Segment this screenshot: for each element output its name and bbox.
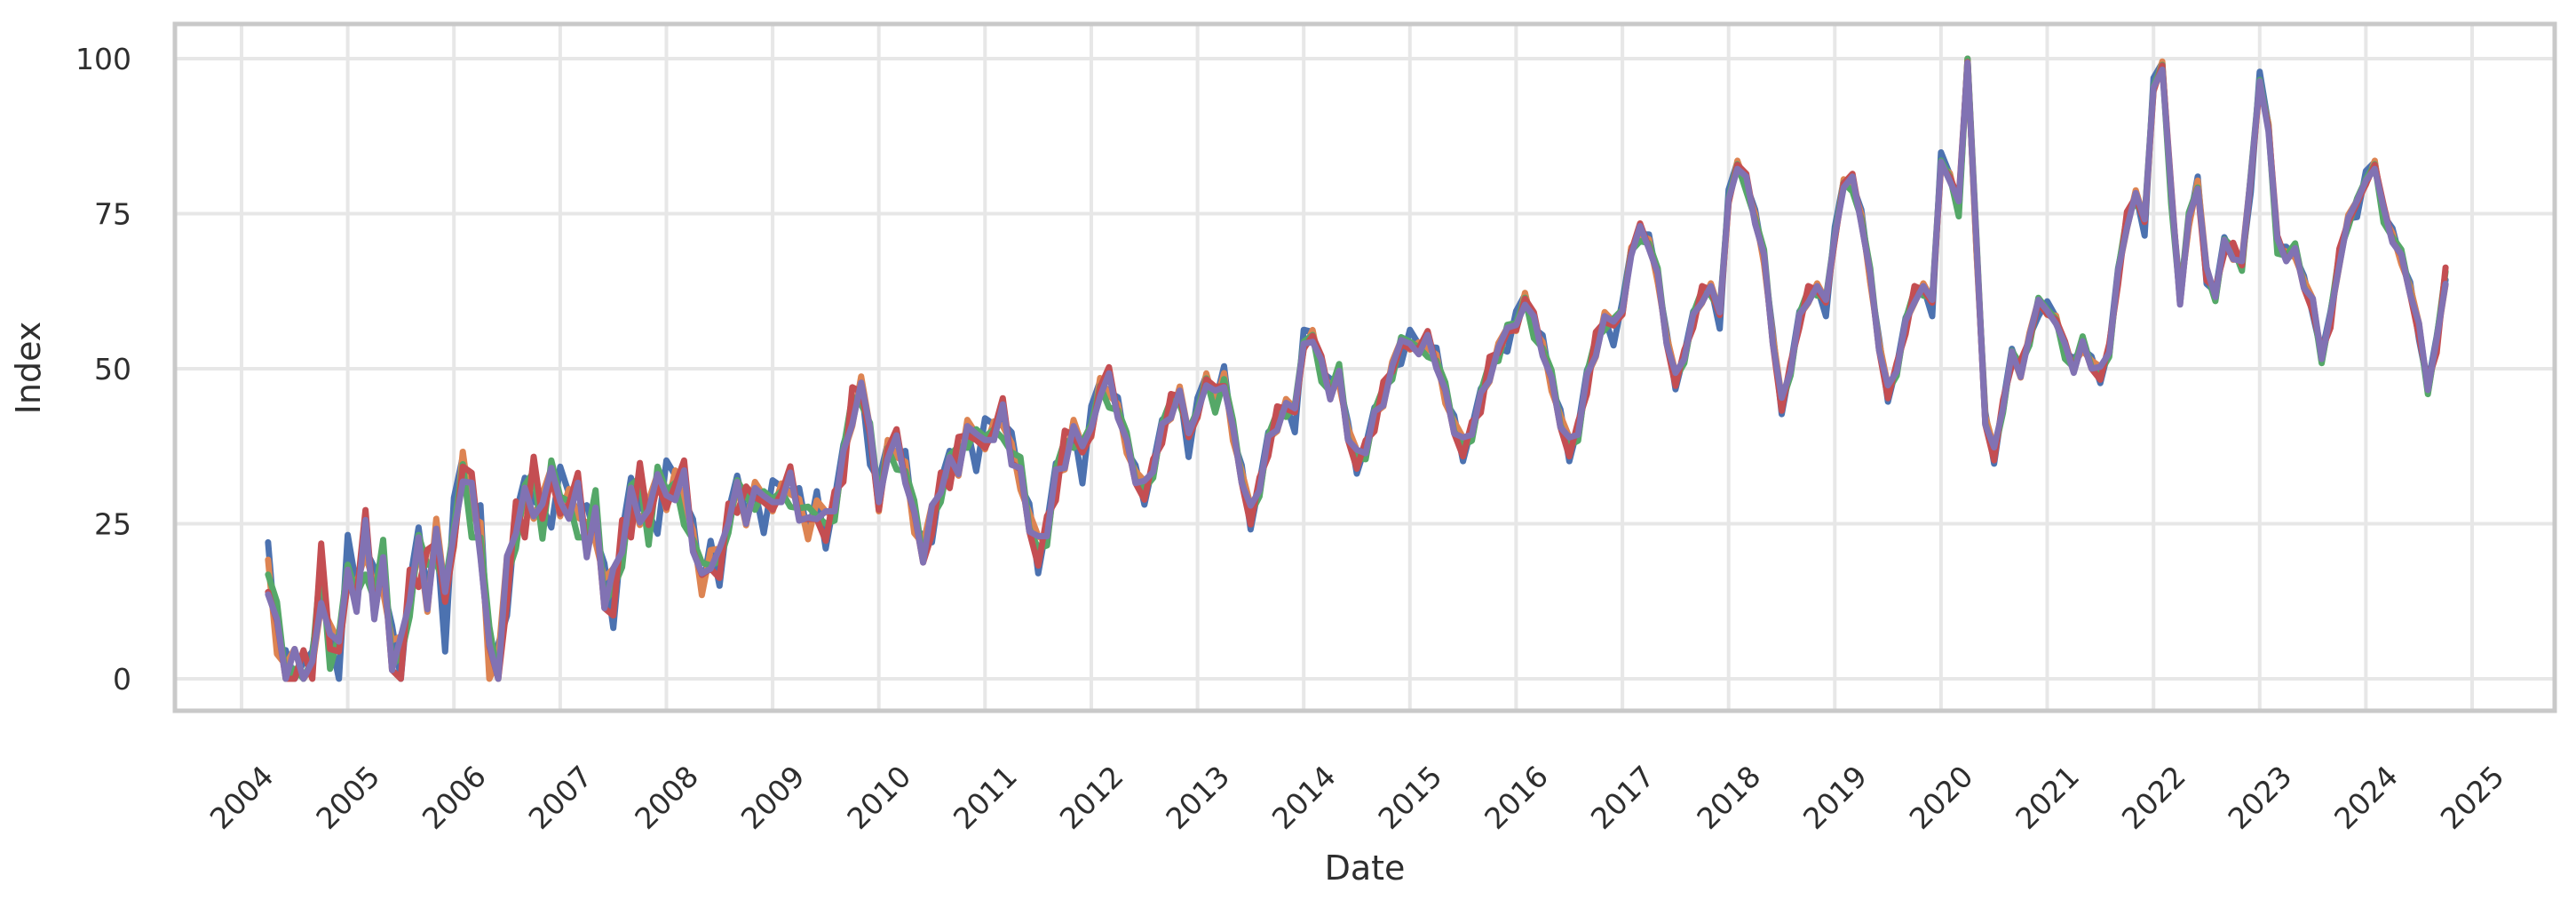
series-lines <box>265 55 2449 682</box>
y-tick-label-50: 50 <box>94 352 131 386</box>
x-axis-title: Date <box>1325 848 1406 888</box>
y-axis-title: Index <box>9 322 48 415</box>
plot-border <box>172 21 2557 713</box>
y-tick-label-0: 0 <box>113 662 131 697</box>
y-tick-label-75: 75 <box>94 197 131 232</box>
y-tick-label-25: 25 <box>94 507 131 542</box>
y-tick-label-100: 100 <box>75 42 131 76</box>
gridlines <box>175 24 2555 711</box>
series-line-5 <box>265 60 2449 682</box>
